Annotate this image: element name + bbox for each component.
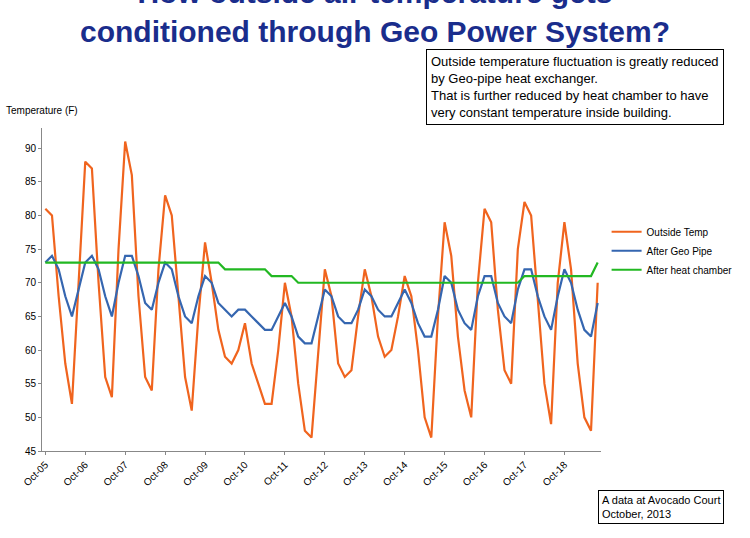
- svg-text:After Geo Pipe: After Geo Pipe: [647, 246, 713, 257]
- svg-text:Oct-15: Oct-15: [421, 459, 450, 488]
- svg-text:45: 45: [25, 446, 37, 457]
- svg-text:Outside temperature fluctuatio: Outside temperature fluctuation is great…: [431, 54, 719, 120]
- svg-text:50: 50: [25, 412, 37, 423]
- svg-text:A data at Avocado CourtOctober: A data at Avocado CourtOctober, 2013: [602, 494, 720, 520]
- svg-text:Oct-05: Oct-05: [21, 459, 50, 488]
- svg-text:Oct-09: Oct-09: [181, 459, 210, 488]
- svg-text:Oct-08: Oct-08: [141, 459, 170, 488]
- svg-text:Oct-07: Oct-07: [101, 459, 130, 488]
- svg-text:70: 70: [25, 277, 37, 288]
- svg-text:65: 65: [25, 311, 37, 322]
- svg-text:75: 75: [25, 244, 37, 255]
- svg-text:90: 90: [25, 143, 37, 154]
- svg-text:Oct-17: Oct-17: [500, 459, 529, 488]
- svg-text:After heat chamber: After heat chamber: [647, 265, 733, 276]
- svg-text:Oct-16: Oct-16: [460, 459, 489, 488]
- svg-text:55: 55: [25, 378, 37, 389]
- svg-text:Outside Temp: Outside Temp: [647, 227, 709, 238]
- svg-text:85: 85: [25, 176, 37, 187]
- svg-text:Oct-14: Oct-14: [381, 459, 410, 488]
- svg-text:Temperature (F): Temperature (F): [6, 105, 78, 116]
- svg-text:Oct-18: Oct-18: [540, 459, 569, 488]
- svg-text:Oct-12: Oct-12: [301, 459, 330, 488]
- svg-text:How outside air temperature ge: How outside air temperature getsconditio…: [80, 0, 670, 48]
- svg-text:60: 60: [25, 345, 37, 356]
- svg-text:Oct-13: Oct-13: [341, 459, 370, 488]
- svg-text:Oct-11: Oct-11: [261, 459, 290, 488]
- svg-text:Oct-10: Oct-10: [221, 459, 250, 488]
- svg-text:80: 80: [25, 210, 37, 221]
- svg-text:Oct-06: Oct-06: [61, 459, 90, 488]
